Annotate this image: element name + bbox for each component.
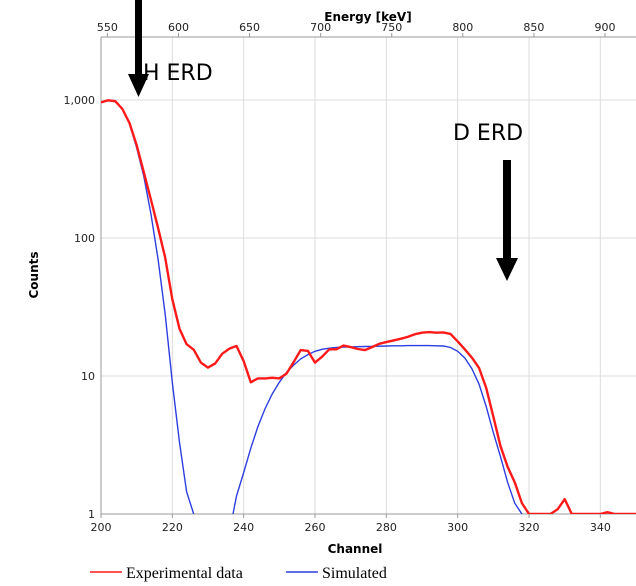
tick-labels: 200 220 240 260 280 300 320 340 550 600 650 700 750 8… <box>64 21 616 534</box>
legend: Experimental data Simulated <box>90 565 387 582</box>
x-tick-label: 320 <box>519 521 540 534</box>
series-experimental-line <box>101 99 636 514</box>
x-axis-title: Channel <box>328 542 383 556</box>
x-tick-label: 300 <box>447 521 468 534</box>
annotation-h-erd: H ERD <box>143 61 213 86</box>
arrow-h-erd-icon <box>128 0 149 97</box>
arrow-d-erd-icon <box>496 160 518 281</box>
y-tick-label: 1 <box>88 508 95 521</box>
top-tick-label: 900 <box>594 21 615 34</box>
top-tick-label: 600 <box>168 21 189 34</box>
top-tick-label: 650 <box>239 21 260 34</box>
y-tick-label: 100 <box>74 232 95 245</box>
annotation-d-erd: D ERD <box>453 121 523 146</box>
top-tick-label: 700 <box>310 21 331 34</box>
top-tick-label: 750 <box>381 21 402 34</box>
legend-experimental-label: Experimental data <box>126 565 243 582</box>
y-tick-label: 1,000 <box>64 94 96 107</box>
top-axis-title: Energy [keV] <box>324 10 411 24</box>
plot-area <box>101 37 636 514</box>
top-tick-label: 800 <box>452 21 473 34</box>
legend-simulated-label: Simulated <box>322 565 387 582</box>
x-tick-label: 220 <box>162 521 183 534</box>
x-tick-label: 200 <box>91 521 112 534</box>
x-tick-label: 240 <box>233 521 254 534</box>
x-tick-label: 280 <box>376 521 397 534</box>
top-tick-label: 550 <box>97 21 118 34</box>
x-tick-label: 260 <box>305 521 326 534</box>
y-axis-title: Counts <box>27 251 41 298</box>
top-tick-label: 850 <box>523 21 544 34</box>
y-tick-label: 10 <box>81 370 95 383</box>
x-tick-label: 340 <box>590 521 611 534</box>
